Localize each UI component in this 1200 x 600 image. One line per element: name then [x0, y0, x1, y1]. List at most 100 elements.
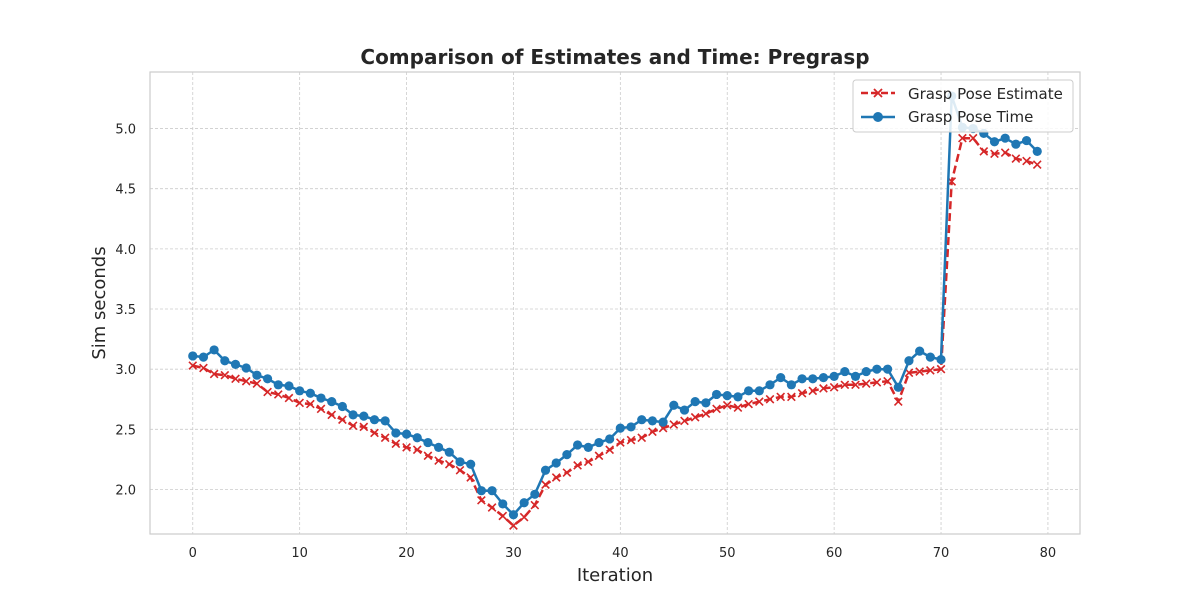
- data-point-circle-marker: [797, 374, 807, 384]
- data-point-x-marker: [958, 133, 967, 143]
- data-point-circle-marker: [840, 366, 850, 377]
- x-tick-label: 30: [505, 546, 522, 561]
- data-point-x-marker: [840, 380, 850, 390]
- data-point-circle-marker: [401, 429, 412, 439]
- data-point-x-marker: [530, 500, 540, 510]
- data-point-circle-marker: [1011, 139, 1021, 149]
- data-point-x-marker: [498, 511, 508, 521]
- data-point-x-marker: [477, 495, 486, 505]
- data-point-circle-marker: [466, 459, 476, 469]
- data-point-x-marker: [712, 404, 721, 414]
- data-point-x-marker: [925, 366, 935, 375]
- series-layer: [188, 91, 1042, 530]
- data-point-x-marker: [626, 435, 636, 445]
- x-tick-label: 10: [291, 546, 308, 561]
- data-point-circle-marker: [637, 415, 647, 425]
- data-point-circle-marker: [434, 442, 444, 452]
- data-point-circle-marker: [594, 437, 604, 448]
- data-point-x-marker: [648, 427, 657, 437]
- data-point-circle-marker: [327, 397, 337, 407]
- legend-box: [852, 79, 1074, 133]
- data-point-x-marker: [509, 521, 518, 530]
- y-tick-label: 4.0: [115, 243, 136, 258]
- y-tick-label: 2.5: [115, 423, 136, 438]
- data-point-circle-marker: [861, 366, 871, 377]
- data-point-circle-marker: [220, 356, 230, 366]
- data-point-circle-marker: [829, 371, 839, 381]
- data-point-x-marker: [444, 459, 454, 469]
- data-point-circle-marker: [359, 411, 369, 421]
- data-point-x-marker: [637, 433, 647, 443]
- data-point-x-marker: [1000, 148, 1010, 157]
- data-point-x-marker: [231, 374, 240, 384]
- data-point-circle-marker: [744, 386, 754, 396]
- x-tick-label: 50: [719, 546, 736, 561]
- data-point-x-marker: [466, 473, 476, 482]
- data-point-circle-marker: [188, 351, 198, 361]
- data-point-circle-marker: [252, 370, 262, 380]
- data-point-x-marker: [1022, 156, 1031, 166]
- data-point-x-marker: [883, 376, 892, 386]
- data-point-circle-marker: [284, 381, 294, 391]
- data-point-x-marker: [305, 399, 315, 409]
- data-point-x-marker: [188, 361, 198, 370]
- y-tick-label: 3.0: [115, 363, 136, 378]
- data-point-x-marker: [252, 379, 262, 388]
- x-tick-label: 40: [612, 546, 629, 561]
- data-point-circle-marker: [882, 364, 893, 374]
- data-point-x-marker: [680, 416, 689, 426]
- x-axis-title: Iteration: [577, 565, 653, 586]
- legend: Grasp Pose Estimate Grasp Pose Time: [852, 79, 1074, 133]
- data-point-circle-marker: [818, 372, 829, 383]
- data-point-circle-marker: [679, 405, 690, 415]
- data-point-circle-marker: [808, 374, 818, 384]
- series-grasp-pose-time: [188, 91, 1042, 520]
- data-point-x-marker: [273, 390, 283, 399]
- data-point-circle-marker: [872, 364, 882, 374]
- data-point-x-marker: [722, 400, 732, 410]
- data-point-x-marker: [819, 384, 828, 393]
- data-point-circle-marker: [989, 137, 1000, 147]
- data-point-circle-marker: [605, 434, 615, 444]
- data-point-x-marker: [487, 503, 497, 512]
- y-tick-label: 3.5: [115, 303, 136, 318]
- data-point-circle-marker: [412, 433, 422, 443]
- data-point-x-marker: [338, 415, 347, 425]
- data-point-x-marker: [370, 428, 379, 438]
- data-point-x-marker: [861, 379, 871, 388]
- data-point-x-marker: [284, 393, 294, 403]
- data-point-x-marker: [733, 403, 743, 413]
- data-point-circle-marker: [337, 401, 348, 412]
- data-point-circle-marker: [658, 417, 668, 427]
- data-point-x-marker: [605, 445, 615, 455]
- data-point-circle-marker: [230, 359, 241, 369]
- data-point-circle-marker: [915, 346, 925, 356]
- data-point-x-marker: [669, 420, 679, 429]
- y-tick-label: 4.5: [115, 183, 136, 198]
- data-point-circle-marker: [241, 363, 251, 373]
- x-tick-label: 80: [1040, 546, 1057, 561]
- data-point-circle-marker: [551, 458, 561, 468]
- data-point-x-marker: [594, 451, 604, 461]
- data-point-circle-marker: [572, 440, 583, 450]
- data-point-x-marker: [615, 438, 625, 447]
- data-point-circle-marker: [722, 391, 732, 401]
- data-point-x-marker: [402, 443, 411, 452]
- data-point-circle-marker: [273, 380, 283, 390]
- data-point-circle-marker: [316, 393, 326, 403]
- legend-estimate-label: Grasp Pose Estimate: [908, 85, 1063, 103]
- data-point-circle-marker: [786, 380, 796, 390]
- data-point-circle-marker: [305, 388, 315, 398]
- data-point-x-marker: [776, 392, 786, 402]
- data-point-x-marker: [583, 457, 593, 467]
- legend-time-label: Grasp Pose Time: [908, 108, 1033, 126]
- data-point-x-marker: [797, 388, 807, 398]
- data-point-x-marker: [209, 369, 219, 379]
- data-point-circle-marker: [198, 352, 209, 362]
- data-point-x-marker: [316, 404, 326, 414]
- data-point-circle-marker: [562, 449, 572, 460]
- data-point-circle-marker: [1000, 133, 1010, 143]
- data-point-x-marker: [979, 147, 989, 156]
- data-point-circle-marker: [369, 415, 380, 425]
- data-point-circle-marker: [498, 499, 508, 509]
